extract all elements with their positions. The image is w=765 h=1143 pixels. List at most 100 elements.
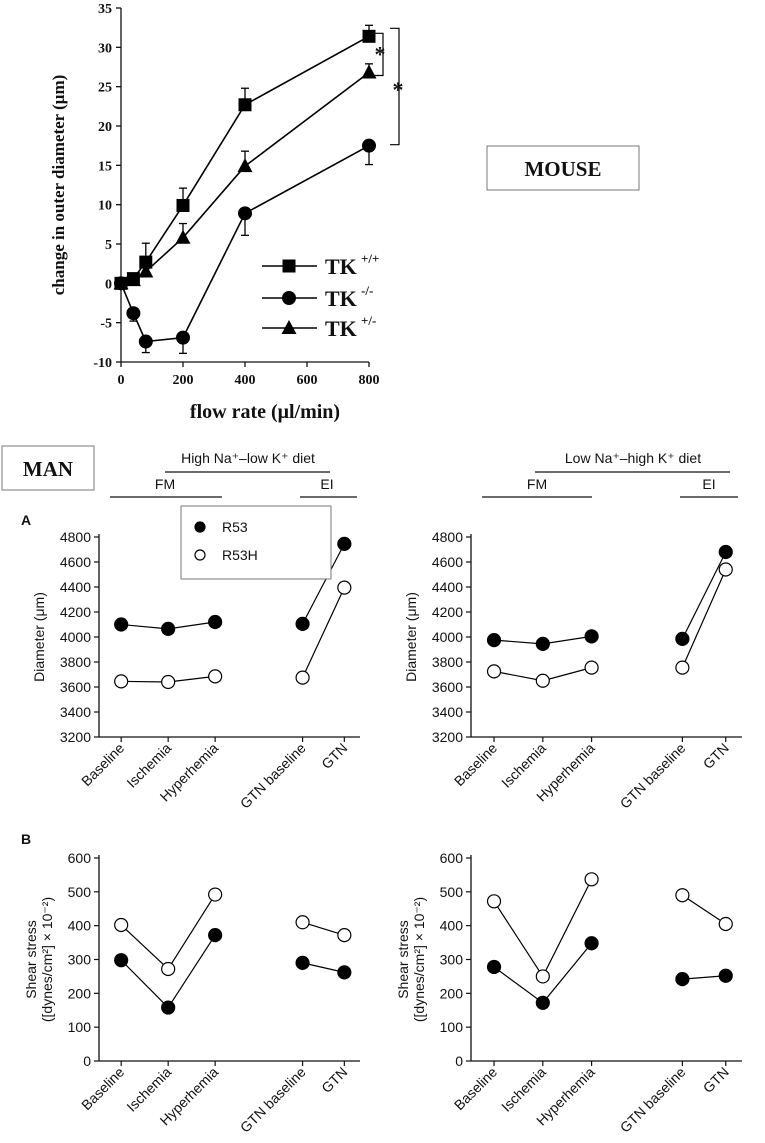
man-point-r53h (337, 580, 352, 595)
man-label-box (1, 445, 95, 491)
mouse-y-axis-label: change in outer diameter (μm) (49, 75, 68, 296)
legend-marker-r53h (194, 549, 206, 561)
man-y-tick-label: 3400 (432, 704, 463, 720)
man-y-tick-label: 100 (440, 1019, 464, 1035)
man-series-line-ei (302, 587, 345, 678)
man-y-tick-label: 100 (68, 1019, 92, 1035)
man-point-r53 (161, 621, 176, 636)
mouse-point (237, 158, 253, 173)
mouse-y-tick-label: -10 (93, 356, 112, 371)
man-y-tick-label: 3200 (432, 729, 463, 745)
man-y-tick-label: 4400 (432, 579, 463, 595)
man-point-r53h (584, 872, 599, 887)
man-point-r53 (486, 633, 502, 648)
mouse-point (238, 98, 252, 112)
mouse-point (125, 272, 141, 287)
mouse-x-tick-label: 600 (297, 373, 318, 388)
mouse-y-tick-label: 30 (98, 41, 112, 56)
man-x-tick-label: Ischemia (498, 1064, 549, 1115)
man-point-r53 (114, 953, 129, 968)
mouse-point (176, 330, 190, 345)
man-point-r53h (486, 664, 502, 679)
mouse-legend-marker (282, 291, 296, 305)
mouse-point (362, 138, 376, 153)
mouse-point (175, 229, 191, 244)
man-y-tick-label: 4200 (432, 604, 463, 620)
mouse-x-tick-label: 200 (173, 373, 194, 388)
mouse-legend-label: TK (325, 286, 357, 311)
legend-marker-r53 (194, 521, 206, 533)
man-series-line-ei (302, 962, 345, 973)
man-series-r53 (493, 551, 727, 645)
man-series-r53h (493, 569, 727, 682)
man-x-tick-label: GTN (700, 1064, 732, 1096)
group1-label-left: FM (155, 476, 175, 492)
man-x-tick-label: GTN baseline (617, 740, 689, 812)
panel-letter-a: A (21, 512, 31, 528)
mouse-label-box (486, 145, 640, 191)
man-series-line-ei (302, 543, 345, 625)
man-point-r53 (161, 1000, 176, 1015)
mouse-legend-marker (282, 259, 296, 273)
man-point-r53 (295, 955, 310, 970)
man-y-tick-label: 400 (440, 918, 464, 934)
mouse-bracket-1 (373, 32, 384, 77)
mouse-bracket-2 (390, 27, 400, 146)
man-y-tick-label: 3200 (60, 729, 91, 745)
mouse-point (113, 275, 129, 290)
mouse-point (126, 306, 141, 321)
mouse-x-tick-label: 400 (235, 373, 256, 388)
man-y-tick-label: 500 (68, 884, 92, 900)
man-x-tick-label: GTN (318, 740, 350, 772)
man-y-tick-label: 300 (68, 952, 92, 968)
man-point-r53 (584, 936, 599, 951)
man-point-r53h (295, 670, 310, 685)
man-point-r53 (675, 631, 690, 646)
man-point-r53 (535, 636, 550, 651)
diet-label-left: High Na⁺–low K⁺ diet (181, 450, 315, 466)
man-point-r53h (535, 673, 550, 688)
man-y-tick-label: 0 (83, 1053, 91, 1069)
man-point-r53h (675, 888, 690, 903)
man-y-axis-label: Shear stress (23, 920, 39, 999)
man-x-tick-label: GTN (700, 740, 732, 772)
man-point-r53 (486, 959, 502, 975)
man-x-tick-label: Baseline (78, 740, 127, 789)
man-y-tick-label: 4400 (60, 579, 91, 595)
mouse-point (361, 64, 377, 79)
man-point-r53h (718, 916, 733, 932)
man-chart-a-right: 3200 3400 3600 3800 4000 4200 4400 4600 4800 Base… (403, 529, 742, 812)
man-legend: R53 R53H (180, 505, 332, 580)
mouse-point (138, 263, 154, 278)
man-point-r53h (535, 969, 550, 984)
man-point-r53 (675, 972, 690, 987)
mouse-series-triangle (113, 63, 377, 290)
column-header-right: Low Na⁺–high K⁺ diet FM EI (482, 450, 738, 498)
man-y-tick-label: 4000 (432, 629, 463, 645)
man-y-tick-label: 600 (68, 850, 92, 866)
man-y-tick-label: 4800 (432, 529, 463, 545)
man-y-tick-label: 600 (440, 850, 464, 866)
group2-label-right: EI (702, 476, 715, 492)
man-chart-b-right: 0100200300400500600BaselineIschemiaHyper… (395, 850, 742, 1136)
man-point-r53h (295, 915, 310, 930)
man-point-r53h (161, 961, 176, 977)
man-point-r53 (114, 617, 129, 632)
man-point-r53 (295, 616, 310, 631)
man-point-r53h (208, 669, 223, 684)
mouse-x-tick-label: 0 (118, 373, 125, 388)
man-point-r53 (208, 928, 223, 943)
man-x-tick-label: GTN baseline (237, 740, 309, 812)
man-series-line-ei (682, 894, 727, 925)
legend-label-r53h: R53H (222, 547, 258, 563)
column-header-left: High Na⁺–low K⁺ diet FM EI (110, 450, 357, 498)
mouse-significance: ** (373, 27, 404, 146)
man-series-r53h (121, 587, 345, 683)
man-point-r53 (208, 614, 223, 630)
mouse-x-tick-label: 800 (359, 373, 380, 388)
mouse-y-tick-label: 35 (98, 2, 112, 17)
man-y-tick-label: 4800 (60, 529, 91, 545)
man-point-r53h (718, 562, 733, 577)
man-y-tick-label: 500 (440, 884, 464, 900)
